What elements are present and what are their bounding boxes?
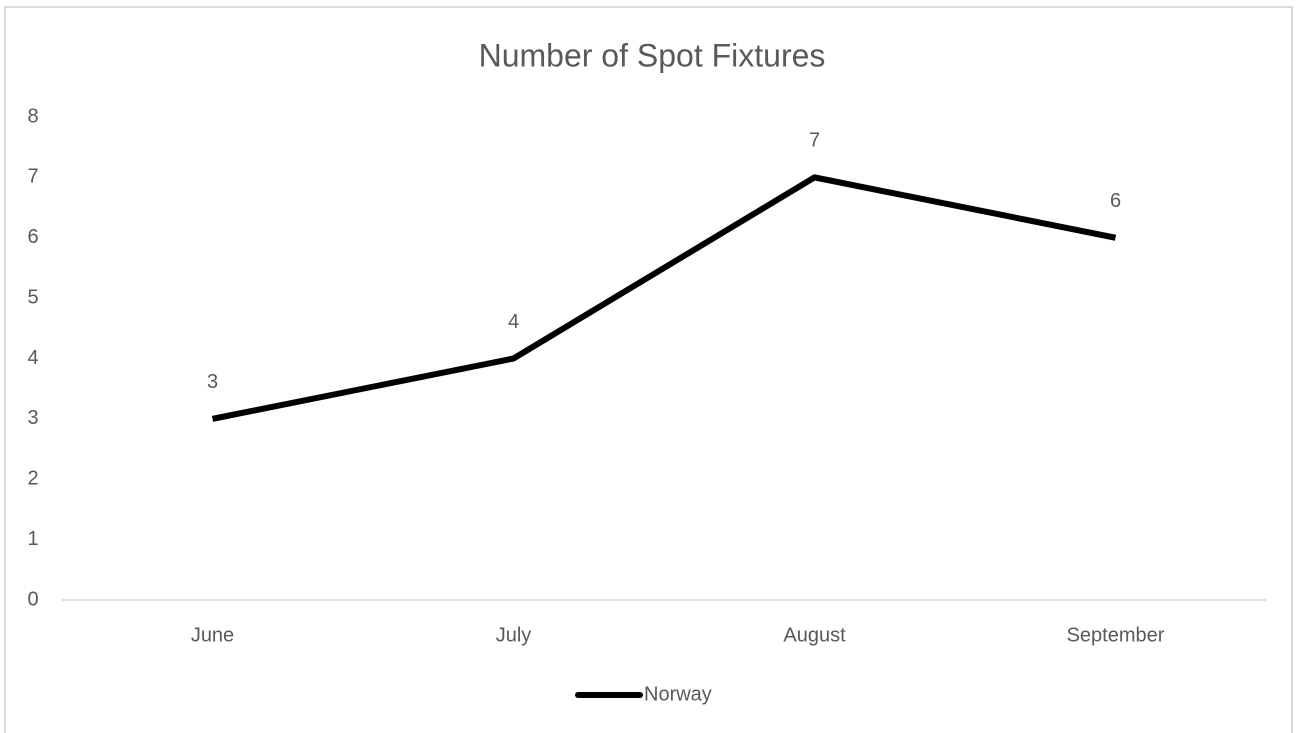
y-tick-label: 2 — [27, 468, 38, 490]
x-tick-label: September — [1067, 624, 1165, 646]
data-label: 3 — [207, 371, 218, 393]
data-label: 7 — [809, 130, 820, 152]
chart-border — [4, 6, 1293, 733]
y-tick-label: 5 — [27, 286, 38, 308]
y-tick-label: 4 — [27, 347, 38, 369]
chart-title: Number of Spot Fixtures — [479, 37, 826, 73]
x-tick-label: July — [496, 624, 532, 646]
y-tick-label: 0 — [27, 588, 38, 610]
data-line — [211, 174, 1117, 422]
x-tick-label: August — [783, 624, 846, 646]
y-tick-label: 8 — [27, 105, 38, 127]
y-tick-label: 3 — [27, 407, 38, 429]
y-tick-label: 7 — [27, 166, 38, 188]
data-label: 6 — [1110, 190, 1121, 212]
data-label: 4 — [508, 311, 519, 333]
legend-label: Norway — [644, 683, 712, 705]
y-tick-label: 1 — [27, 528, 38, 550]
x-tick-label: June — [191, 624, 234, 646]
y-tick-label: 6 — [27, 226, 38, 248]
